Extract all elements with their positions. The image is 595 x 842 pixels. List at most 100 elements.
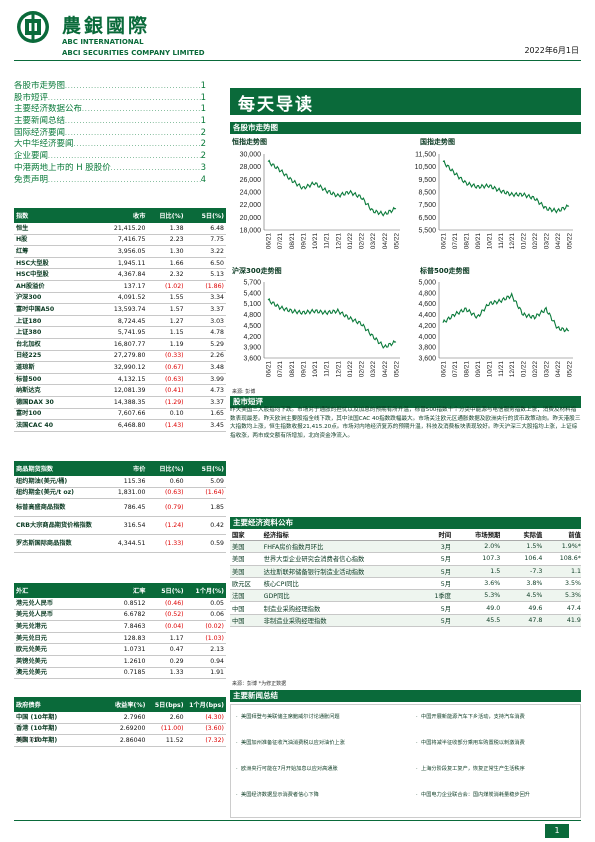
table-cell-d1: (0.67) xyxy=(164,363,184,371)
table-cell-d5: 4.73 xyxy=(210,387,224,395)
table-row: 台北加权 16,807.77 1.19 5.29 xyxy=(14,339,226,351)
x-tick-label: 03/22 xyxy=(544,361,551,378)
toc-item-title: 大中华经济要闻 xyxy=(14,139,74,150)
news-item: 中国将减半征收部分乘用车购置税以刺激消费 xyxy=(416,739,579,747)
table-cell-name: 富时100 xyxy=(16,410,42,418)
x-tick-label: 11/21 xyxy=(498,233,505,249)
table-cell-d1: 2.60 xyxy=(169,713,184,721)
table-cell-d1: (1.29) xyxy=(164,398,184,406)
table-cell-name: 台北加权 xyxy=(16,340,41,348)
toc-item[interactable]: 中港两地上市的 H 股股价...........................… xyxy=(14,163,206,175)
table-cell-close: 1,945.11 xyxy=(117,259,146,267)
table-cell-d1: (0.41) xyxy=(164,387,184,395)
x-tick-label: 03/22 xyxy=(370,361,377,378)
toc-item[interactable]: 国际经济要闻..................................… xyxy=(14,128,206,140)
table-cell-name: 法国CAC 40 xyxy=(16,421,54,429)
y-tick-label: 24,000 xyxy=(240,190,262,197)
x-tick-label: 12/21 xyxy=(335,233,342,250)
econ-row: 法国 GDP同比 1季度 5.3% 4.5% 5.3% xyxy=(230,590,581,603)
table-row: AH股溢价 137.17 (1.02) (1.86) xyxy=(14,281,226,293)
news-item: 美国拜登与美联储主席鲍威尔讨论通胀问题 xyxy=(236,713,399,721)
x-tick-label: 12/21 xyxy=(509,361,516,378)
x-tick-label: 02/22 xyxy=(532,233,539,250)
chart-title-sp500: 标普500走势图 xyxy=(420,267,470,275)
x-tick-label: 08/21 xyxy=(289,233,296,250)
toc-item[interactable]: 企业要闻....................................… xyxy=(14,151,206,163)
table-cell-d1: 0.10 xyxy=(169,410,184,418)
table-cell-d1: (0.63) xyxy=(164,375,184,383)
econ-row: 美国 FHFA房价指数月环比 3月 2.0% 1.5% 1.9%* xyxy=(230,541,581,554)
x-tick-label: 01/22 xyxy=(521,233,528,250)
toc-item-page: 1 xyxy=(200,81,206,91)
toc-item[interactable]: 主要经济数据公布................................… xyxy=(14,104,206,116)
toc-leader: ........................................… xyxy=(65,83,201,90)
table-row: 香港 (10年期) 2.69200 (11.00) (3.60) xyxy=(14,724,226,736)
econ-header-cell: 前值 xyxy=(568,532,581,539)
table-header-cell: 日比(%) xyxy=(159,466,184,473)
table-cell-d5: 3.37 xyxy=(210,398,224,406)
x-tick-label: 11/21 xyxy=(498,361,505,377)
table-cell-close: 7.8463 xyxy=(123,622,146,630)
table-row: 纽约期金(美元/t oz) 1,831.00 (0.63) (1.64) xyxy=(14,488,226,500)
table-cell-d1: (1.43) xyxy=(164,421,184,429)
page-number: 1 xyxy=(545,824,569,838)
table-row: 中国 (10年期) 2.7960 2.60 (4.30) xyxy=(14,712,226,724)
x-tick-label: 05/22 xyxy=(394,361,401,378)
table-cell-name: 恒生 xyxy=(16,224,29,232)
table-cell-close: 7,607.66 xyxy=(117,410,146,418)
market-commentary: 昨天美国三大股指均下跌。市场对于通胀的担忧以及加息的预期有所升温，标普500指数… xyxy=(230,407,581,439)
table-cell-d1: 1.55 xyxy=(169,294,184,302)
x-tick-label: 09/21 xyxy=(300,361,307,378)
table-header-cell: 收益率(%) xyxy=(115,702,146,709)
chart-title-hscei: 国指走势图 xyxy=(420,138,455,146)
econ-cell-prev: 5.3% xyxy=(564,592,581,600)
table-cell-name: 美国 (10年期) xyxy=(16,736,58,744)
table-cell-d5: 0.59 xyxy=(210,540,224,548)
toc-item-page: 2 xyxy=(200,151,206,162)
table-cell-d1: (0.33) xyxy=(164,352,184,360)
news-item: 中国电力企业联合会：国内煤炭消耗量稳步回升 xyxy=(416,791,579,799)
x-tick-label: 02/22 xyxy=(359,233,366,250)
report-date: 2022年6月1日 xyxy=(524,46,579,55)
y-tick-label: 5,100 xyxy=(243,301,261,308)
table-header-row: 指数 收市 日比(%) 5日(%) xyxy=(14,208,226,223)
table-cell-name: 道琼斯 xyxy=(16,363,35,371)
news-item: 美国加州准备征收汽油消费税以应对油价上涨 xyxy=(236,739,399,747)
fx-table: 外汇 汇率 5日(%) 1个月(%) 港元兑人民币 0.8512 (0.46) 0.05 美元兑… xyxy=(14,583,226,680)
table-cell-d5: 3.48 xyxy=(210,363,224,371)
y-tick-label: 3,900 xyxy=(243,345,261,352)
toc-item-page: 4 xyxy=(200,174,206,185)
toc-item-title: 免责声明 xyxy=(14,174,49,185)
table-cell-d5: (3.60) xyxy=(205,725,224,733)
toc-item[interactable]: 主要新闻总结..................................… xyxy=(14,116,206,128)
toc-item-page: 1 xyxy=(200,116,206,127)
toc-item[interactable]: 免责声明....................................… xyxy=(14,175,206,187)
x-tick-label: 05/22 xyxy=(567,233,574,250)
toc-item[interactable]: 大中华经济要闻.................................… xyxy=(14,139,206,151)
econ-cell-indicator: GDP同比 xyxy=(263,593,290,601)
table-cell-close: 0.7185 xyxy=(123,669,146,677)
toc-item-page: 2 xyxy=(200,127,206,138)
econ-cell-prev: 47.4 xyxy=(566,604,581,612)
table-cell-close: 4,367.84 xyxy=(117,271,146,279)
y-tick-label: 18,000 xyxy=(240,228,262,235)
footer-divider xyxy=(14,820,581,821)
table-row: 澳元兑美元 0.7185 1.33 1.91 xyxy=(14,668,226,680)
table-cell-d5: 0.06 xyxy=(210,611,224,619)
table-cell-d1: 1.15 xyxy=(169,329,184,337)
table-row: 罗杰斯国际商品指数 4,344.51 (1.33) 0.59 xyxy=(14,535,226,554)
table-cell-close: 137.17 xyxy=(123,282,146,290)
toc-item[interactable]: 股市短评....................................… xyxy=(14,93,206,105)
econ-row: 中国 非制造业采购经理指数 5月 45.5 47.8 41.9 xyxy=(230,614,581,628)
table-cell-close: 6,468.80 xyxy=(117,421,146,429)
table-cell-name: 标普500 xyxy=(16,375,42,383)
toc-item[interactable]: 各股市走势图..................................… xyxy=(14,81,206,93)
table-row: 美元兑港元 7.8463 (0.04) (0.02) xyxy=(14,621,226,633)
econ-cell-time: 5月 xyxy=(440,568,452,576)
econ-cell-act: 47.8 xyxy=(528,616,543,624)
table-cell-name: 美元兑港元 xyxy=(16,622,47,630)
section-commentary-header: 股市短评 xyxy=(230,396,581,408)
x-tick-label: 07/21 xyxy=(452,233,459,250)
econ-header-cell: 实际值 xyxy=(523,532,543,539)
table-header-cell: 汇率 xyxy=(133,588,146,595)
